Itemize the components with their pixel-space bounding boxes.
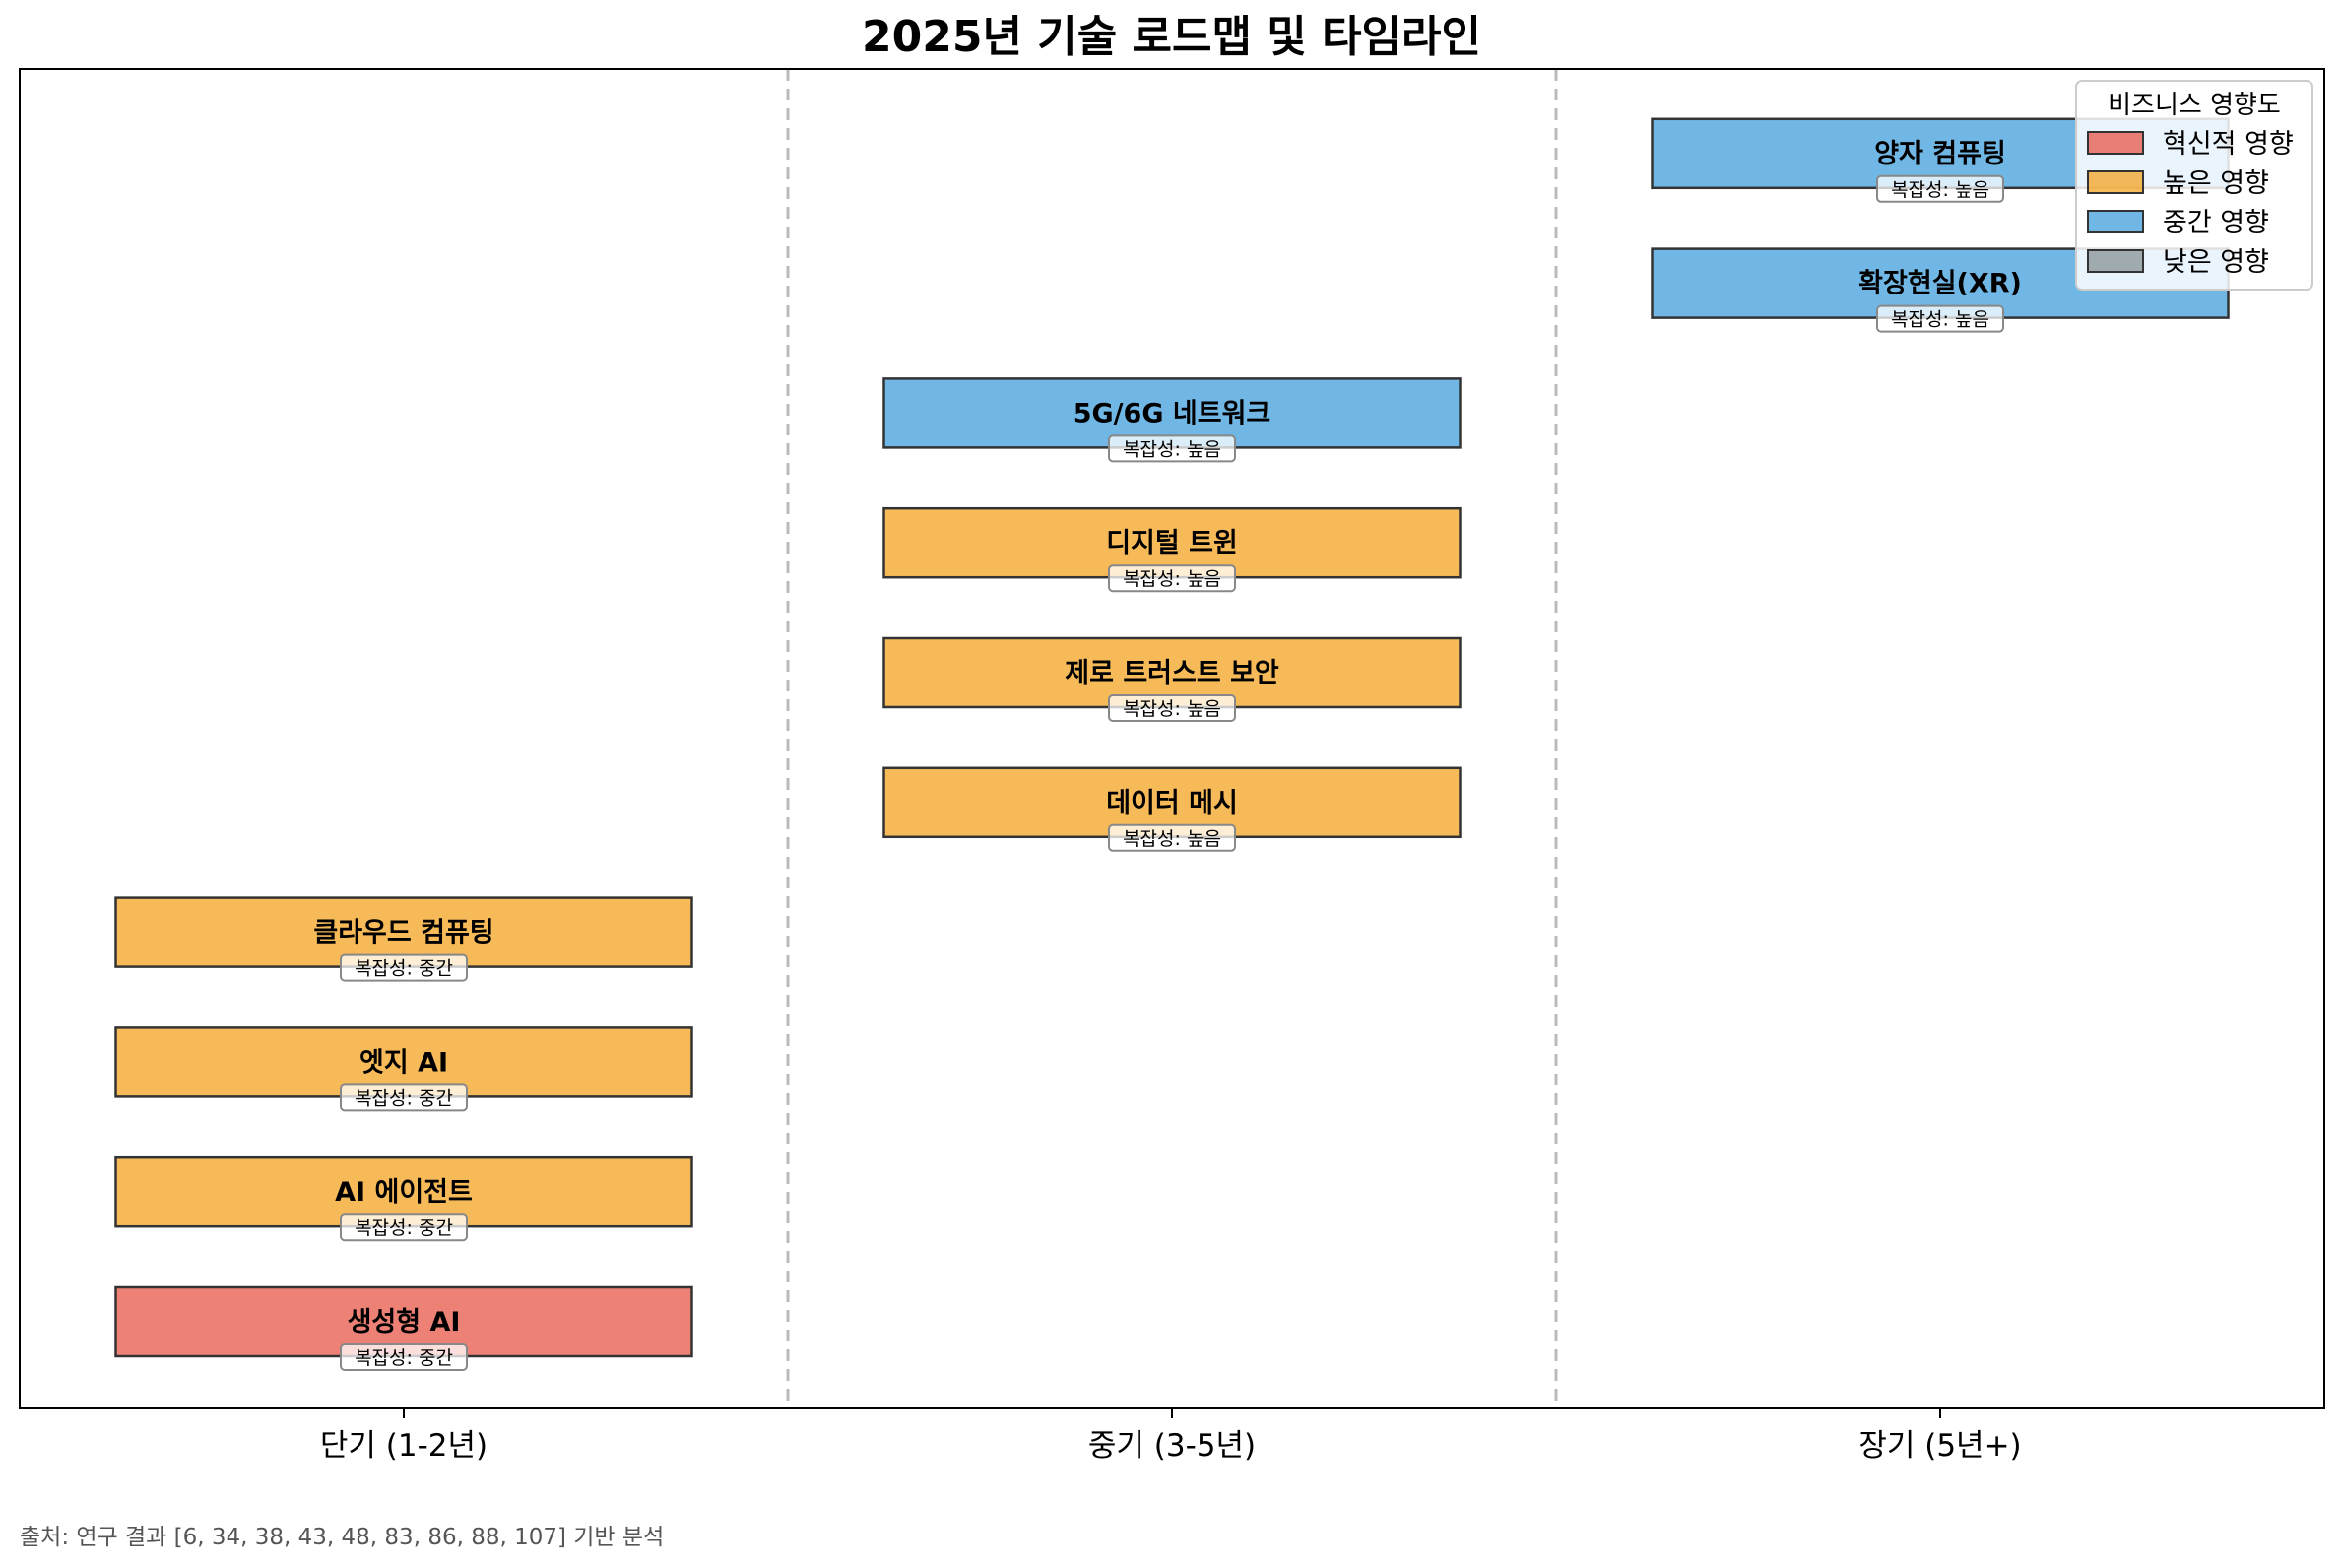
- legend-item: 혁신적 영향: [2087, 129, 2294, 160]
- complexity-badge: 복잡성: 중간: [340, 1083, 468, 1112]
- complexity-badge-box: [340, 953, 468, 982]
- complexity-badge-box: [1876, 174, 2004, 203]
- legend-label: 혁신적 영향: [2163, 129, 2294, 160]
- complexity-label: 복잡성: 높음: [1891, 179, 1989, 201]
- x-tick-label: 중기 (3-5년): [1088, 1428, 1256, 1464]
- bar-label: 데이터 메시: [1106, 788, 1238, 818]
- legend-item: 높은 영향: [2087, 168, 2269, 199]
- x-tick-label: 장기 (5년+): [1858, 1428, 2021, 1464]
- complexity-badge: 복잡성: 높음: [1108, 434, 1236, 463]
- complexity-label: 복잡성: 중간: [355, 958, 453, 980]
- complexity-badge: 복잡성: 중간: [340, 953, 468, 982]
- roadmap-bar: 엣지 AI 복잡성: 중간: [114, 1026, 693, 1112]
- complexity-badge: 복잡성: 높음: [1108, 823, 1236, 852]
- bar-label: AI 에이전트: [335, 1177, 473, 1208]
- complexity-badge-box: [1108, 823, 1236, 852]
- legend-swatch: [2087, 170, 2144, 194]
- complexity-label: 복잡성: 높음: [1123, 828, 1221, 850]
- legend-label: 높은 영향: [2163, 168, 2269, 199]
- legend-item: 중간 영향: [2087, 208, 2269, 238]
- complexity-badge-box: [1108, 694, 1236, 722]
- complexity-badge: 복잡성: 중간: [340, 1213, 468, 1242]
- complexity-badge: 복잡성: 높음: [1108, 694, 1236, 722]
- bar-label: 양자 컴퓨팅: [1874, 139, 2006, 169]
- source-note: 출처: 연구 결과 [6, 34, 38, 43, 48, 83, 86, 88…: [20, 1525, 665, 1550]
- complexity-label: 복잡성: 중간: [355, 1217, 453, 1239]
- complexity-badge-box: [340, 1083, 468, 1112]
- complexity-badge: 복잡성: 높음: [1108, 564, 1236, 593]
- chart-title: 2025년 기술 로드맵 및 타임라인: [861, 12, 1481, 62]
- bar-rect: [114, 1285, 693, 1358]
- complexity-badge-box: [1876, 304, 2004, 333]
- bar-label: 디지털 트윈: [1106, 528, 1238, 558]
- complexity-label: 복잡성: 높음: [1891, 309, 1989, 331]
- complexity-badge-box: [340, 1343, 468, 1371]
- complexity-label: 복잡성: 높음: [1123, 568, 1221, 590]
- bar-label: 클라우드 컴퓨팅: [313, 918, 493, 948]
- legend-title: 비즈니스 영향도: [2108, 91, 2281, 120]
- legend-item: 낮은 영향: [2087, 247, 2269, 278]
- legend-swatch: [2087, 131, 2144, 155]
- bar-label: 제로 트러스트 보안: [1065, 658, 1279, 688]
- x-tick-label: 단기 (1-2년): [320, 1428, 488, 1464]
- bar-label: 엣지 AI: [359, 1047, 448, 1078]
- bar-label: 5G/6G 네트워크: [1074, 398, 1271, 428]
- legend-label: 중간 영향: [2163, 208, 2269, 238]
- complexity-badge-box: [340, 1213, 468, 1242]
- complexity-label: 복잡성: 높음: [1123, 438, 1221, 460]
- legend-swatch: [2087, 249, 2144, 273]
- complexity-badge: 복잡성: 높음: [1876, 304, 2004, 333]
- bar-label: 생성형 AI: [348, 1307, 461, 1338]
- roadmap-bar: 생성형 AI 복잡성: 중간: [114, 1285, 693, 1371]
- legend-swatch: [2087, 210, 2144, 233]
- complexity-label: 복잡성: 중간: [355, 1087, 453, 1109]
- complexity-badge: 복잡성: 높음: [1876, 174, 2004, 203]
- bar-label: 확장현실(XR): [1858, 269, 2022, 299]
- complexity-label: 복잡성: 높음: [1123, 698, 1221, 720]
- legend-label: 낮은 영향: [2163, 247, 2269, 278]
- complexity-badge-box: [1108, 564, 1236, 593]
- complexity-label: 복잡성: 중간: [355, 1347, 453, 1369]
- complexity-badge: 복잡성: 중간: [340, 1343, 468, 1371]
- complexity-badge-box: [1108, 434, 1236, 463]
